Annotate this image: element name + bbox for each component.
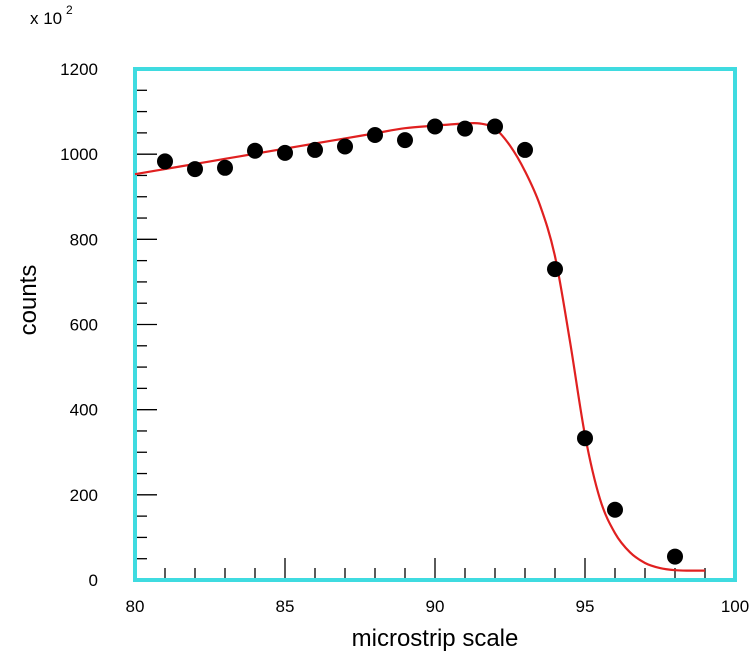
y-tick-label: 400 — [70, 401, 98, 420]
y-tick-label: 1000 — [60, 145, 98, 164]
data-point — [667, 548, 683, 565]
y-multiplier-exponent: 2 — [66, 3, 73, 17]
x-tick-label: 95 — [576, 597, 595, 616]
data-point — [277, 144, 293, 161]
data-point — [547, 261, 563, 278]
data-point — [427, 118, 443, 135]
y-multiplier-label: x 10 2 — [30, 3, 73, 28]
data-points — [157, 118, 683, 565]
y-tick-label: 1200 — [60, 60, 98, 79]
y-tick-label: 0 — [89, 571, 98, 590]
x-tick-label: 85 — [276, 597, 295, 616]
y-tick-label: 600 — [70, 316, 98, 335]
data-point — [607, 501, 623, 518]
fit-curve — [134, 121, 706, 572]
x-tick-label: 80 — [126, 597, 145, 616]
y-tick-label: 200 — [70, 486, 98, 505]
x-tick-label: 100 — [721, 597, 749, 616]
y-axis-label: counts — [15, 265, 42, 336]
data-point — [457, 120, 473, 137]
data-point — [577, 430, 593, 447]
data-point — [187, 161, 203, 178]
data-point — [337, 138, 353, 155]
data-point — [217, 159, 233, 176]
x-axis-label: microstrip scale — [352, 625, 519, 652]
data-point — [307, 141, 323, 158]
y-multiplier-base: x 10 — [30, 9, 62, 28]
data-point — [367, 127, 383, 144]
data-point — [487, 118, 503, 135]
plot-frame — [133, 67, 737, 582]
data-point — [397, 132, 413, 149]
axis-ticks — [134, 68, 736, 581]
data-point — [157, 153, 173, 170]
y-tick-label: 800 — [70, 230, 98, 249]
data-point — [517, 141, 533, 158]
x-tick-label: 90 — [426, 597, 445, 616]
data-point — [247, 142, 263, 159]
